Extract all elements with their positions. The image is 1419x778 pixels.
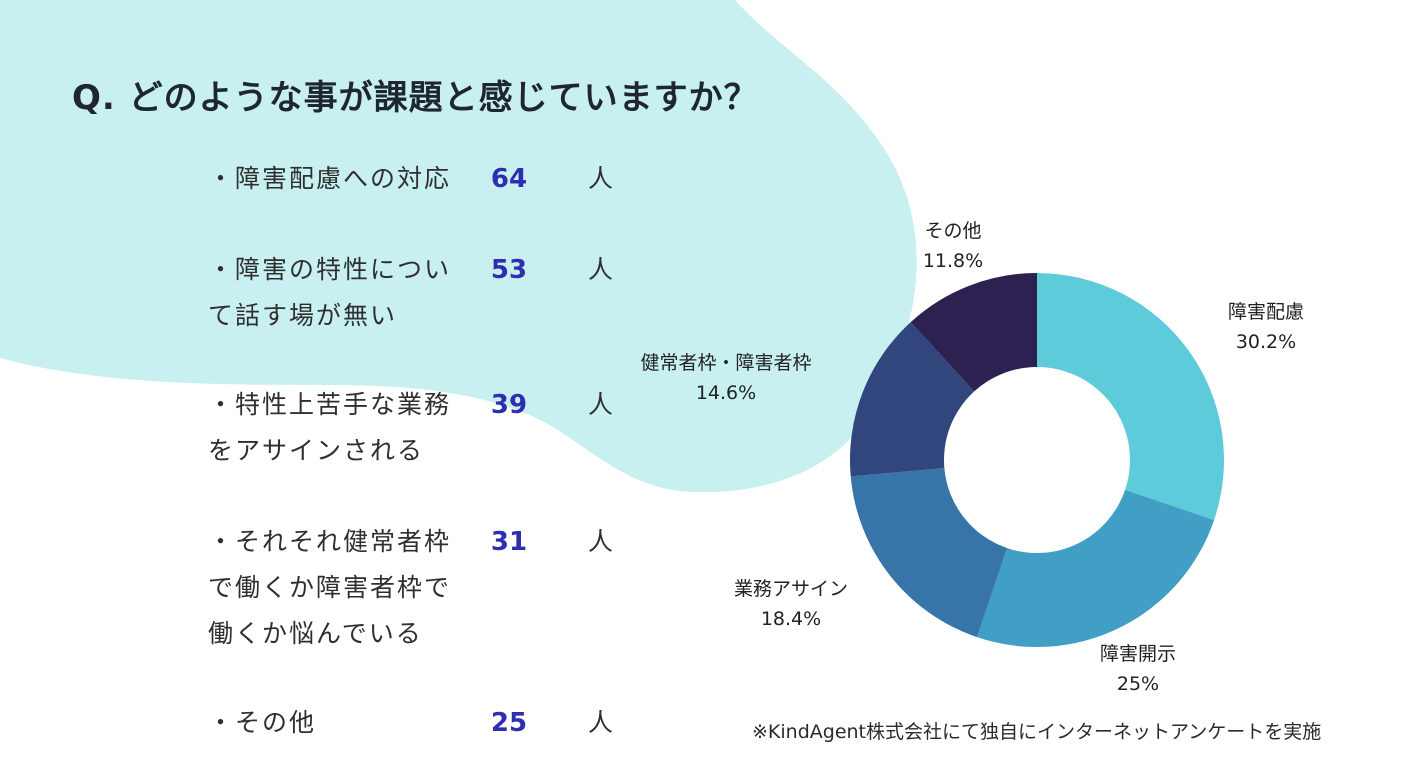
slice-value-label: 14.6% <box>696 382 756 404</box>
donut-slice <box>910 273 1037 392</box>
slice-value-label: 25% <box>1117 673 1159 695</box>
background-blob-shape <box>0 0 917 493</box>
item-label: ・障害配慮への対応 <box>208 164 452 193</box>
page-title: Q. どのような事が課題と感じていますか？ <box>72 78 759 118</box>
donut-slice <box>850 322 975 477</box>
slice-name-label: 健常者枠・障害者枠 <box>640 352 811 374</box>
slice-value-label: 11.8% <box>923 250 983 272</box>
item-count: 39 <box>490 390 528 420</box>
donut-slice <box>976 489 1215 648</box>
footnote: ※KindAgent株式会社にて独自にインターネットアンケートを実施 <box>752 721 1322 743</box>
item-label: ・障害の特性について話す場が無い <box>208 255 452 330</box>
item-label: ・特性上苦手な業務をアサインされる <box>208 390 452 465</box>
item-count: 64 <box>490 164 528 194</box>
item-label: ・その他 <box>208 708 317 737</box>
item-count: 31 <box>490 527 528 557</box>
donut-slice <box>850 468 1008 638</box>
item-count: 53 <box>490 255 528 285</box>
slice-name-label: 障害配慮 <box>1228 301 1304 323</box>
item-unit: 人 <box>588 527 614 556</box>
item-unit: 人 <box>588 164 614 193</box>
item-unit: 人 <box>588 390 614 419</box>
slice-name-label: その他 <box>924 220 981 242</box>
slice-name-label: 業務アサイン <box>734 578 848 600</box>
item-unit: 人 <box>588 255 614 284</box>
item-label: ・それそれ健常者枠で働くか障害者枠で働くか悩んでいる <box>208 527 452 648</box>
slice-value-label: 30.2% <box>1236 331 1296 353</box>
slice-name-label: 障害開示 <box>1100 643 1176 665</box>
slice-value-label: 18.4% <box>761 608 821 630</box>
item-unit: 人 <box>588 708 614 737</box>
donut-slice <box>1037 273 1225 521</box>
item-count: 25 <box>490 708 528 738</box>
